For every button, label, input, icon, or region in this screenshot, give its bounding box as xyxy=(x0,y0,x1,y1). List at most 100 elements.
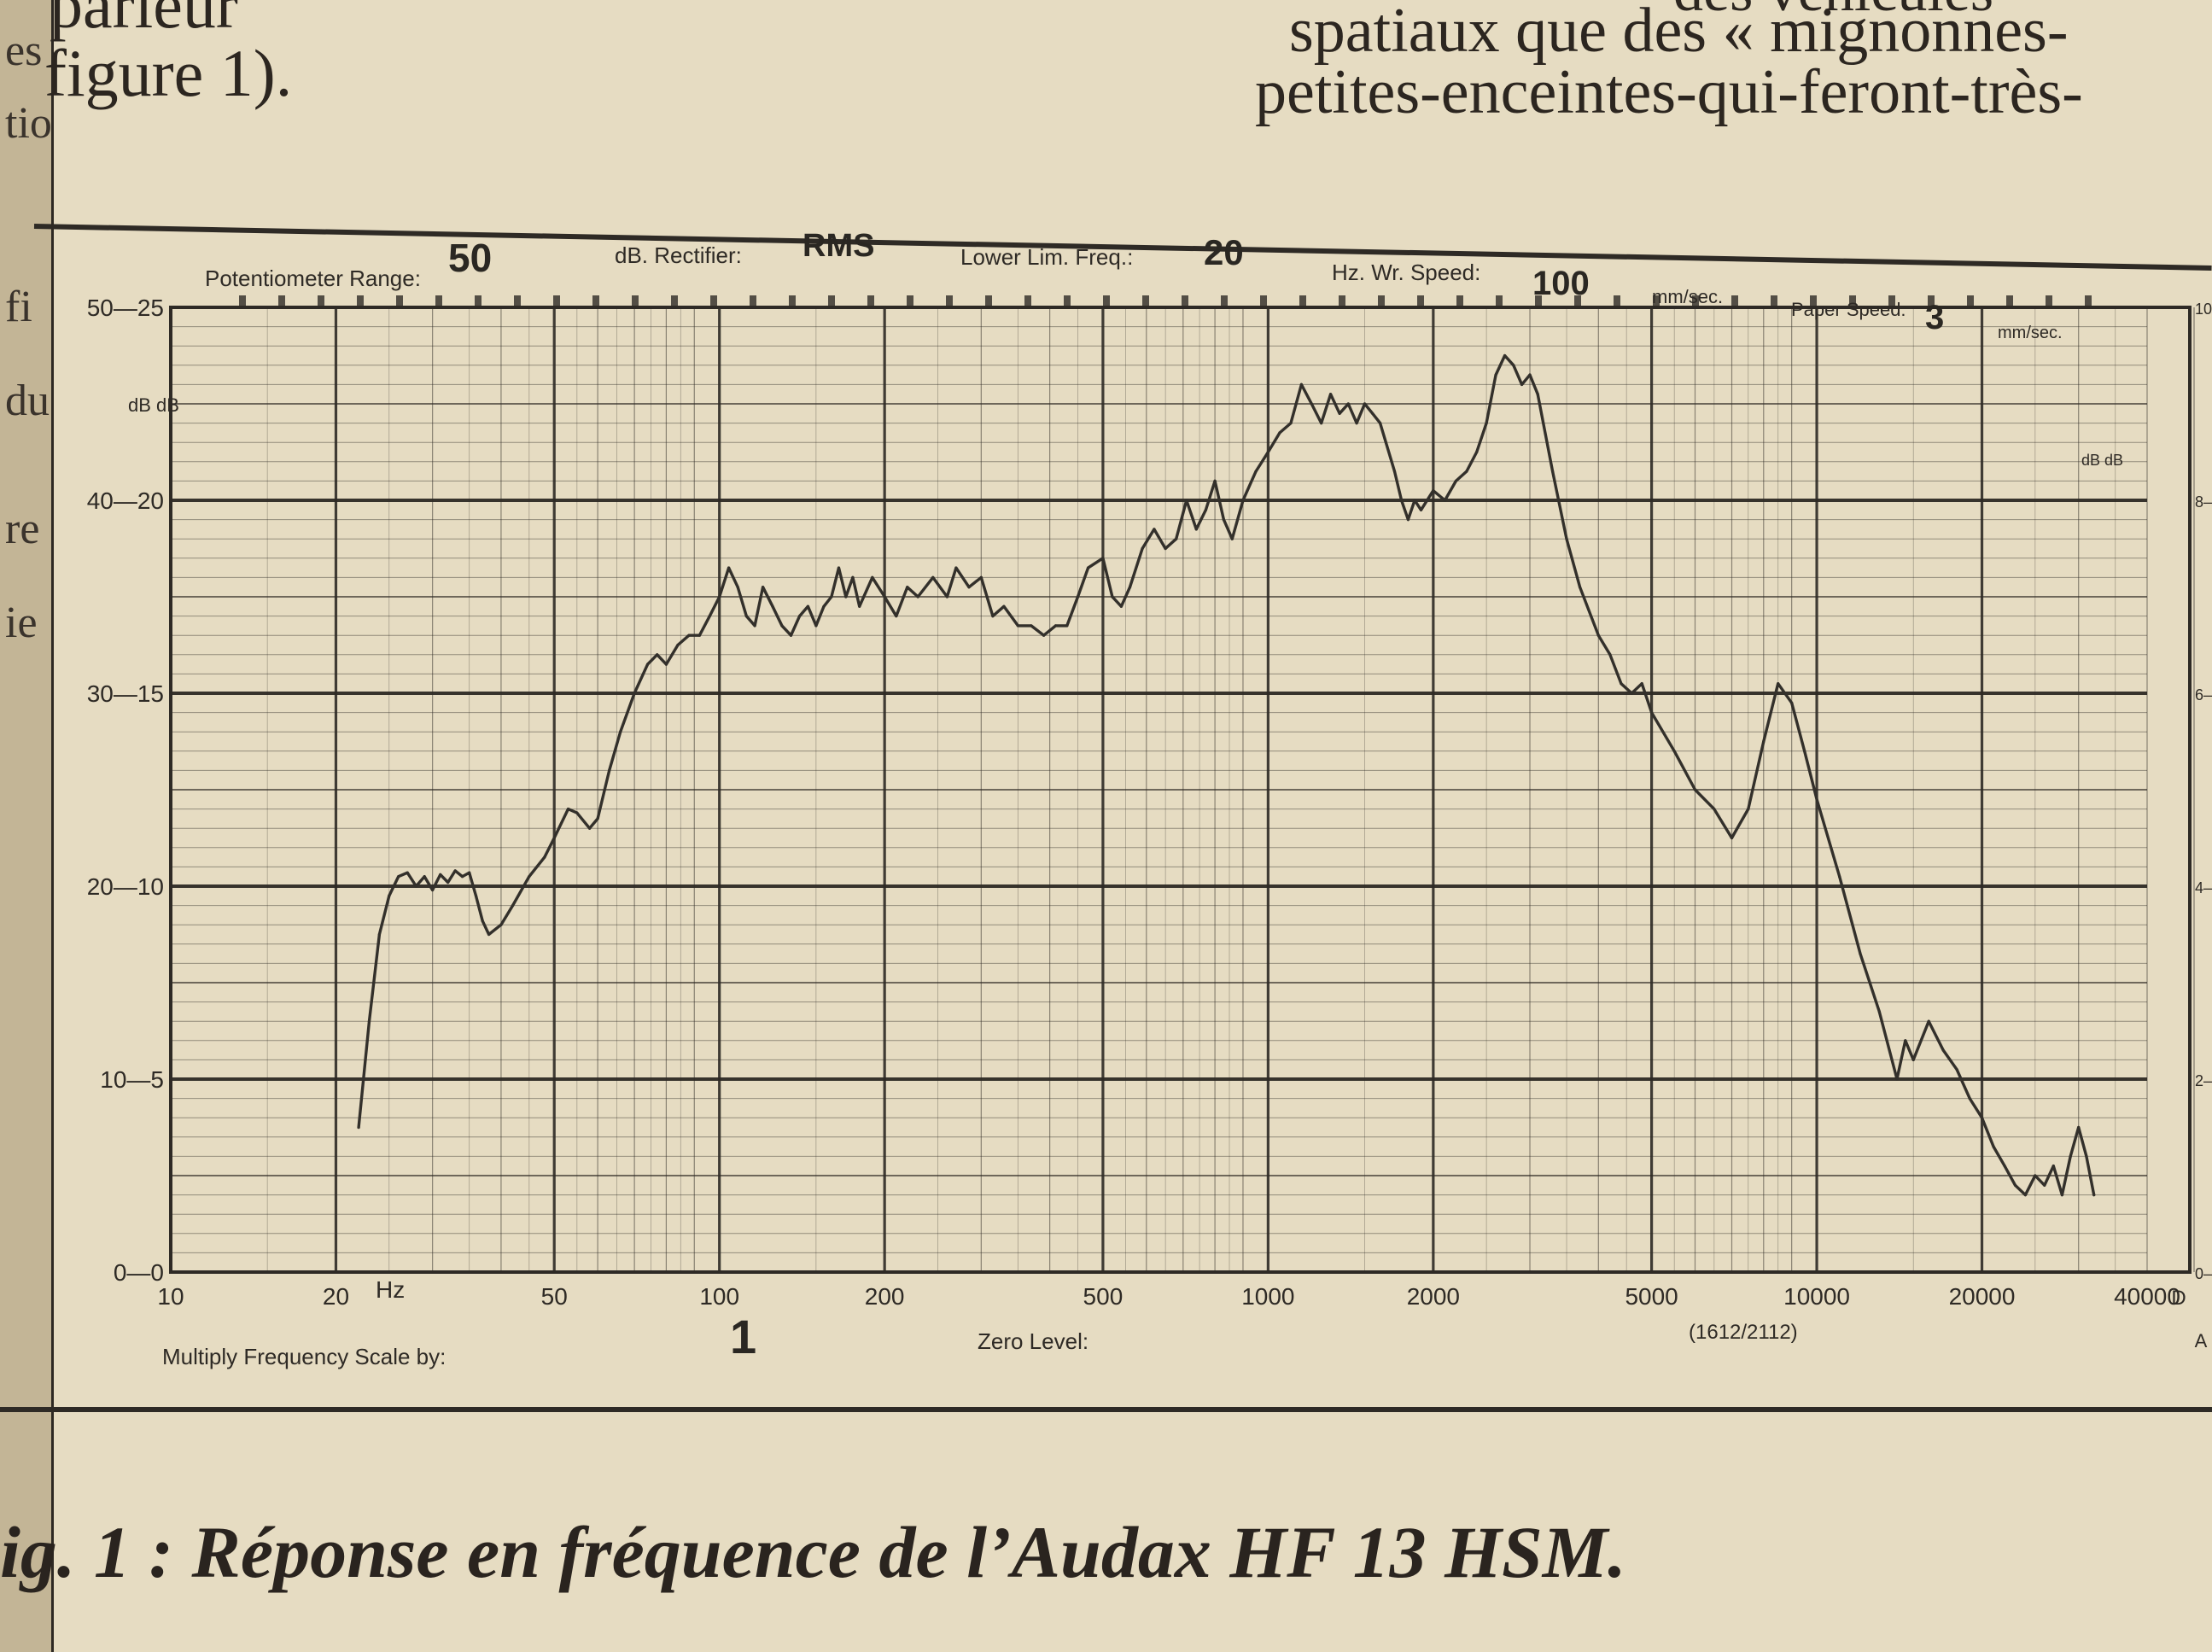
data-point xyxy=(1693,788,1697,791)
data-point xyxy=(2085,1154,2088,1158)
data-point xyxy=(1413,499,1416,502)
x-tick-label: 50 xyxy=(541,1283,568,1310)
data-point xyxy=(2003,1165,2006,1168)
data-point xyxy=(991,615,995,618)
spine-fragment: es xyxy=(5,26,43,75)
data-point xyxy=(916,595,919,598)
wr-speed-value: 100 xyxy=(1532,265,1590,302)
comb-tick xyxy=(435,295,442,307)
data-point xyxy=(1911,1058,1915,1061)
comb-tick xyxy=(1574,295,1581,307)
comb-tick xyxy=(357,295,364,307)
data-point xyxy=(806,604,809,608)
data-point xyxy=(1371,412,1374,415)
y-tick-label-right: 0—0 xyxy=(2195,1265,2212,1282)
data-point xyxy=(798,615,802,618)
comb-tick xyxy=(1849,295,1856,307)
data-point xyxy=(822,604,826,608)
x-tick-label: 20000 xyxy=(1949,1283,2016,1310)
data-point xyxy=(1278,431,1281,435)
data-point xyxy=(1968,1097,1971,1100)
spine-fragment: tio xyxy=(5,99,52,148)
data-point xyxy=(619,730,622,733)
comb-tick xyxy=(1417,295,1424,307)
comb-tick xyxy=(1614,295,1620,307)
data-point xyxy=(744,615,748,618)
data-point xyxy=(377,932,381,937)
data-point xyxy=(1399,499,1404,502)
chart-code: (1612/2112) xyxy=(1689,1321,1798,1344)
y-tick-labels-right: 0—0 2—15 4—30 6—45 8—60 10—75 xyxy=(2195,301,2212,1282)
data-point xyxy=(1030,624,1033,628)
data-point xyxy=(1672,750,1676,753)
data-point xyxy=(761,586,765,589)
data-point xyxy=(718,595,721,598)
data-point xyxy=(543,855,546,859)
comb-tick xyxy=(592,295,599,307)
comb-tick xyxy=(1928,295,1935,307)
data-point xyxy=(1222,518,1225,522)
minor-gridlines xyxy=(171,307,2195,1272)
wr-speed-unit: mm/sec. xyxy=(1652,286,1723,307)
data-point xyxy=(646,663,650,666)
data-point xyxy=(2043,1183,2046,1187)
data-point xyxy=(1355,422,1358,425)
x-tick-label: 10 xyxy=(157,1283,184,1310)
data-point xyxy=(1838,875,1841,879)
comb-tick xyxy=(1967,295,1974,307)
data-point xyxy=(1053,624,1058,628)
data-point xyxy=(460,875,464,879)
spine-fragment: re xyxy=(5,505,40,553)
data-point xyxy=(487,932,491,937)
data-point xyxy=(1895,1077,1899,1081)
data-point xyxy=(575,811,579,814)
y-tick-label-left: 10—5 xyxy=(100,1066,164,1093)
comb-tick xyxy=(1299,295,1306,307)
data-point xyxy=(2069,1154,2072,1158)
data-point xyxy=(414,884,417,888)
paper-speed-unit: mm/sec. xyxy=(1998,324,2063,342)
comb-tick xyxy=(1456,295,1463,307)
data-point xyxy=(851,575,855,580)
data-point xyxy=(608,768,611,773)
data-point xyxy=(474,894,478,897)
comb-tick xyxy=(1771,295,1777,307)
data-point xyxy=(1551,470,1555,473)
data-point xyxy=(1254,470,1258,473)
lower-lim-freq-label: Lower Lim. Freq.: xyxy=(960,244,1133,270)
data-point xyxy=(1790,701,1794,704)
data-point xyxy=(1194,528,1198,531)
comb-tick xyxy=(1024,295,1031,307)
multiply-scale-label: Multiply Frequency Scale by: xyxy=(162,1344,446,1369)
data-point xyxy=(1164,546,1167,551)
data-point xyxy=(2034,1174,2037,1177)
data-point xyxy=(633,692,636,695)
comb-tick xyxy=(278,295,285,307)
data-point xyxy=(481,919,484,923)
data-point xyxy=(1087,566,1090,569)
weighting-label-top: D xyxy=(2171,1287,2186,1310)
data-point xyxy=(1747,808,1750,811)
zero-level-label: Zero Level: xyxy=(978,1328,1088,1354)
data-point xyxy=(1101,557,1105,560)
hz-wr-speed-label: Hz. Wr. Speed: xyxy=(1332,260,1480,285)
paper-speed-value: 3 xyxy=(1925,299,1944,336)
data-point xyxy=(1002,604,1006,608)
major-gridlines xyxy=(169,295,2192,1274)
data-point xyxy=(1128,586,1132,589)
data-point xyxy=(814,624,818,628)
comb-tick xyxy=(828,295,835,307)
data-point xyxy=(1111,595,1114,598)
data-point xyxy=(967,586,971,589)
data-point xyxy=(697,633,702,637)
data-point xyxy=(1465,470,1468,473)
data-point xyxy=(1454,479,1458,483)
right-column-line-2: petites-enceintes-qui-feront-très- xyxy=(1255,57,2083,127)
data-point xyxy=(771,604,774,608)
left-column-line-1: parleur xyxy=(50,0,238,42)
data-point xyxy=(446,880,450,884)
data-point xyxy=(588,826,592,830)
data-point xyxy=(367,1019,371,1023)
data-point xyxy=(1065,624,1069,628)
